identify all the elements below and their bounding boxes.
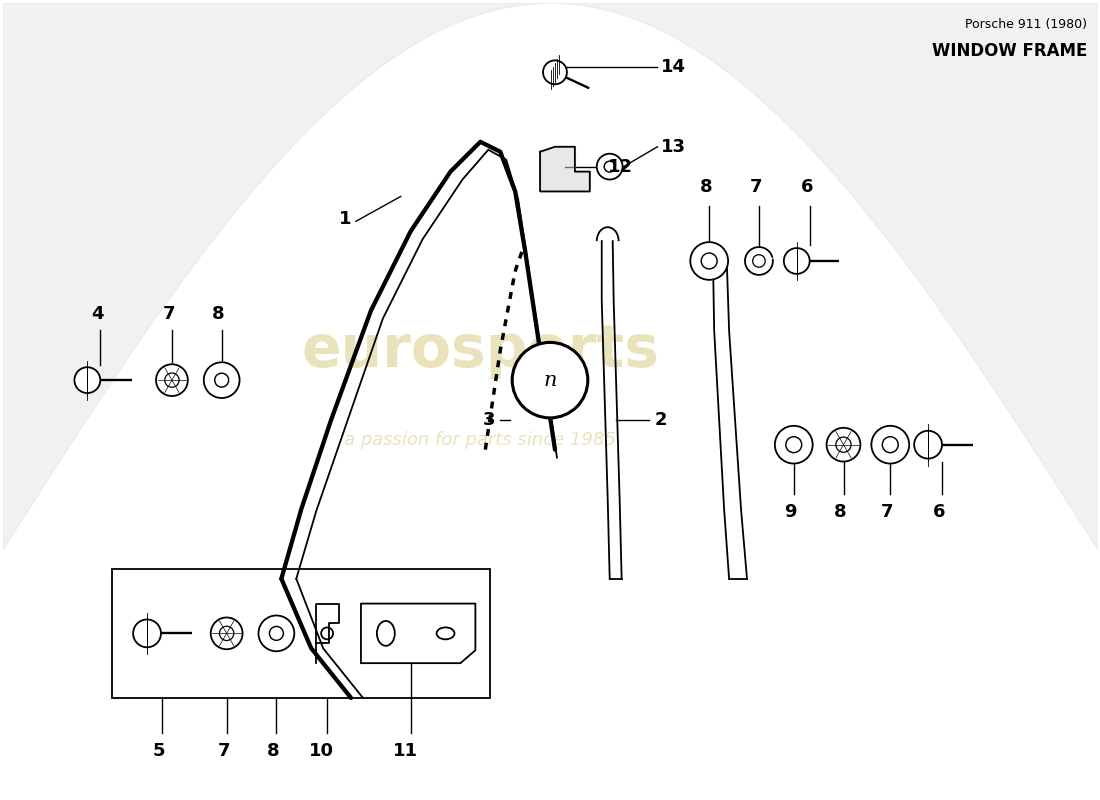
Text: 6: 6: [801, 178, 813, 197]
Polygon shape: [540, 146, 590, 191]
Text: 9: 9: [784, 503, 798, 522]
Circle shape: [133, 619, 161, 647]
Circle shape: [691, 242, 728, 280]
Text: 14: 14: [661, 58, 686, 76]
Bar: [112, 569, 491, 698]
Text: 8: 8: [212, 305, 226, 322]
Text: 10: 10: [309, 742, 333, 760]
Text: 13: 13: [661, 138, 686, 156]
Circle shape: [774, 426, 813, 463]
Circle shape: [543, 60, 566, 84]
Text: n: n: [543, 370, 557, 390]
Text: 3: 3: [483, 411, 495, 429]
Circle shape: [156, 364, 188, 396]
Circle shape: [258, 615, 295, 651]
Text: WINDOW FRAME: WINDOW FRAME: [932, 42, 1087, 61]
Text: 5: 5: [153, 742, 165, 760]
Text: 8: 8: [700, 178, 713, 197]
Circle shape: [513, 342, 587, 418]
Text: 11: 11: [393, 742, 418, 760]
Text: eurosports: eurosports: [301, 322, 659, 379]
Text: 1: 1: [339, 210, 351, 228]
Circle shape: [826, 428, 860, 462]
Text: 2: 2: [654, 411, 667, 429]
Text: 12: 12: [607, 158, 632, 176]
Text: 7: 7: [750, 178, 762, 197]
Circle shape: [204, 362, 240, 398]
Circle shape: [784, 248, 810, 274]
Circle shape: [75, 367, 100, 393]
Text: 4: 4: [91, 305, 103, 322]
Circle shape: [597, 154, 623, 179]
Text: 7: 7: [218, 742, 230, 760]
Circle shape: [211, 618, 243, 650]
Text: 8: 8: [267, 742, 279, 760]
Text: 6: 6: [933, 503, 945, 522]
Text: Porsche 911 (1980): Porsche 911 (1980): [966, 18, 1087, 30]
Text: 7: 7: [163, 305, 175, 322]
Text: 8: 8: [834, 503, 847, 522]
Circle shape: [871, 426, 910, 463]
Text: 7: 7: [881, 503, 893, 522]
Text: a passion for parts since 1985: a passion for parts since 1985: [344, 430, 616, 449]
Circle shape: [914, 430, 942, 458]
